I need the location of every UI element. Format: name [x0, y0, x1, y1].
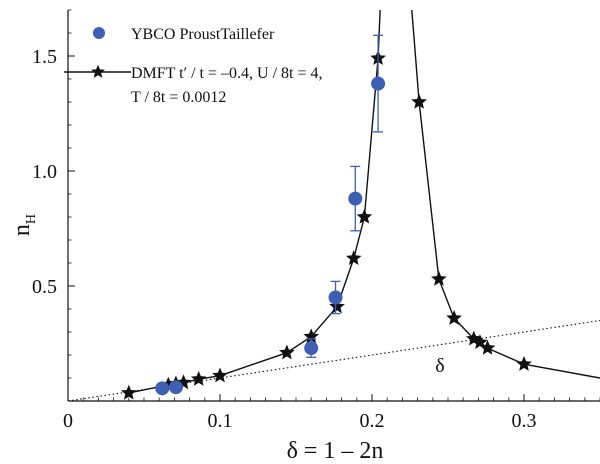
x-tick-label-2: 0.2 [360, 410, 385, 432]
ybco-point-0 [155, 381, 170, 396]
legend-label-dmft: DMFT t′ / t = –0.4, U / 8t = 4, [131, 65, 323, 82]
y-axis-label: nH [9, 214, 39, 236]
x-tick-label-1: 0.1 [208, 410, 233, 432]
reference-dotted-line [68, 319, 600, 401]
dmft-star-point-20 [516, 356, 532, 371]
dmft-star-point-10 [356, 208, 373, 224]
tick-labels: 0 0.1 0.2 0.3 0.5 1.0 1.5 [32, 46, 537, 432]
dmft-star-point-0 [121, 384, 137, 400]
dmft-star-point-15 [431, 270, 447, 286]
legend-label-dmft-2: T / 8t = 0.0012 [131, 89, 226, 106]
legend-marker-dmft [91, 64, 105, 78]
y-tick-label-2: 1.5 [32, 46, 57, 68]
dmft-star-point-6 [279, 344, 295, 360]
dmft-line-segment-1 [411, 10, 600, 379]
dmft-star-point-19 [479, 339, 496, 355]
legend: YBCO ProustTaillefer DMFT t′ / t = –0.4,… [64, 26, 323, 106]
dmft-star-point-5 [212, 367, 228, 383]
ybco-point-4 [348, 191, 363, 206]
dmft-line-segment-0 [128, 10, 381, 394]
ybco-point-1 [168, 380, 183, 395]
y-tick-label-1: 1.0 [32, 161, 57, 183]
dmft-star-point-4 [190, 370, 207, 386]
axes [67, 9, 600, 402]
y-tick-label-0: 0.5 [32, 276, 57, 298]
plot-area [68, 10, 600, 401]
delta-annotation: δ [435, 355, 444, 377]
dmft-star-point-16 [446, 310, 462, 325]
dmft-star-point-14 [411, 93, 427, 109]
dmft-star-point-9 [345, 250, 362, 266]
legend-marker-ybco [93, 27, 105, 39]
plot-clipped-layer [68, 10, 600, 401]
x-tick-label-3: 0.3 [512, 410, 537, 432]
ybco-point-5 [371, 76, 386, 91]
x-tick-label-0: 0 [63, 410, 73, 432]
legend-label-ybco: YBCO ProustTaillefer [131, 26, 275, 43]
ybco-point-2 [304, 341, 319, 356]
ybco-point-3 [328, 290, 343, 305]
dmft-star-point-8 [329, 298, 345, 314]
x-axis-label: δ = 1 – 2n [287, 438, 384, 464]
